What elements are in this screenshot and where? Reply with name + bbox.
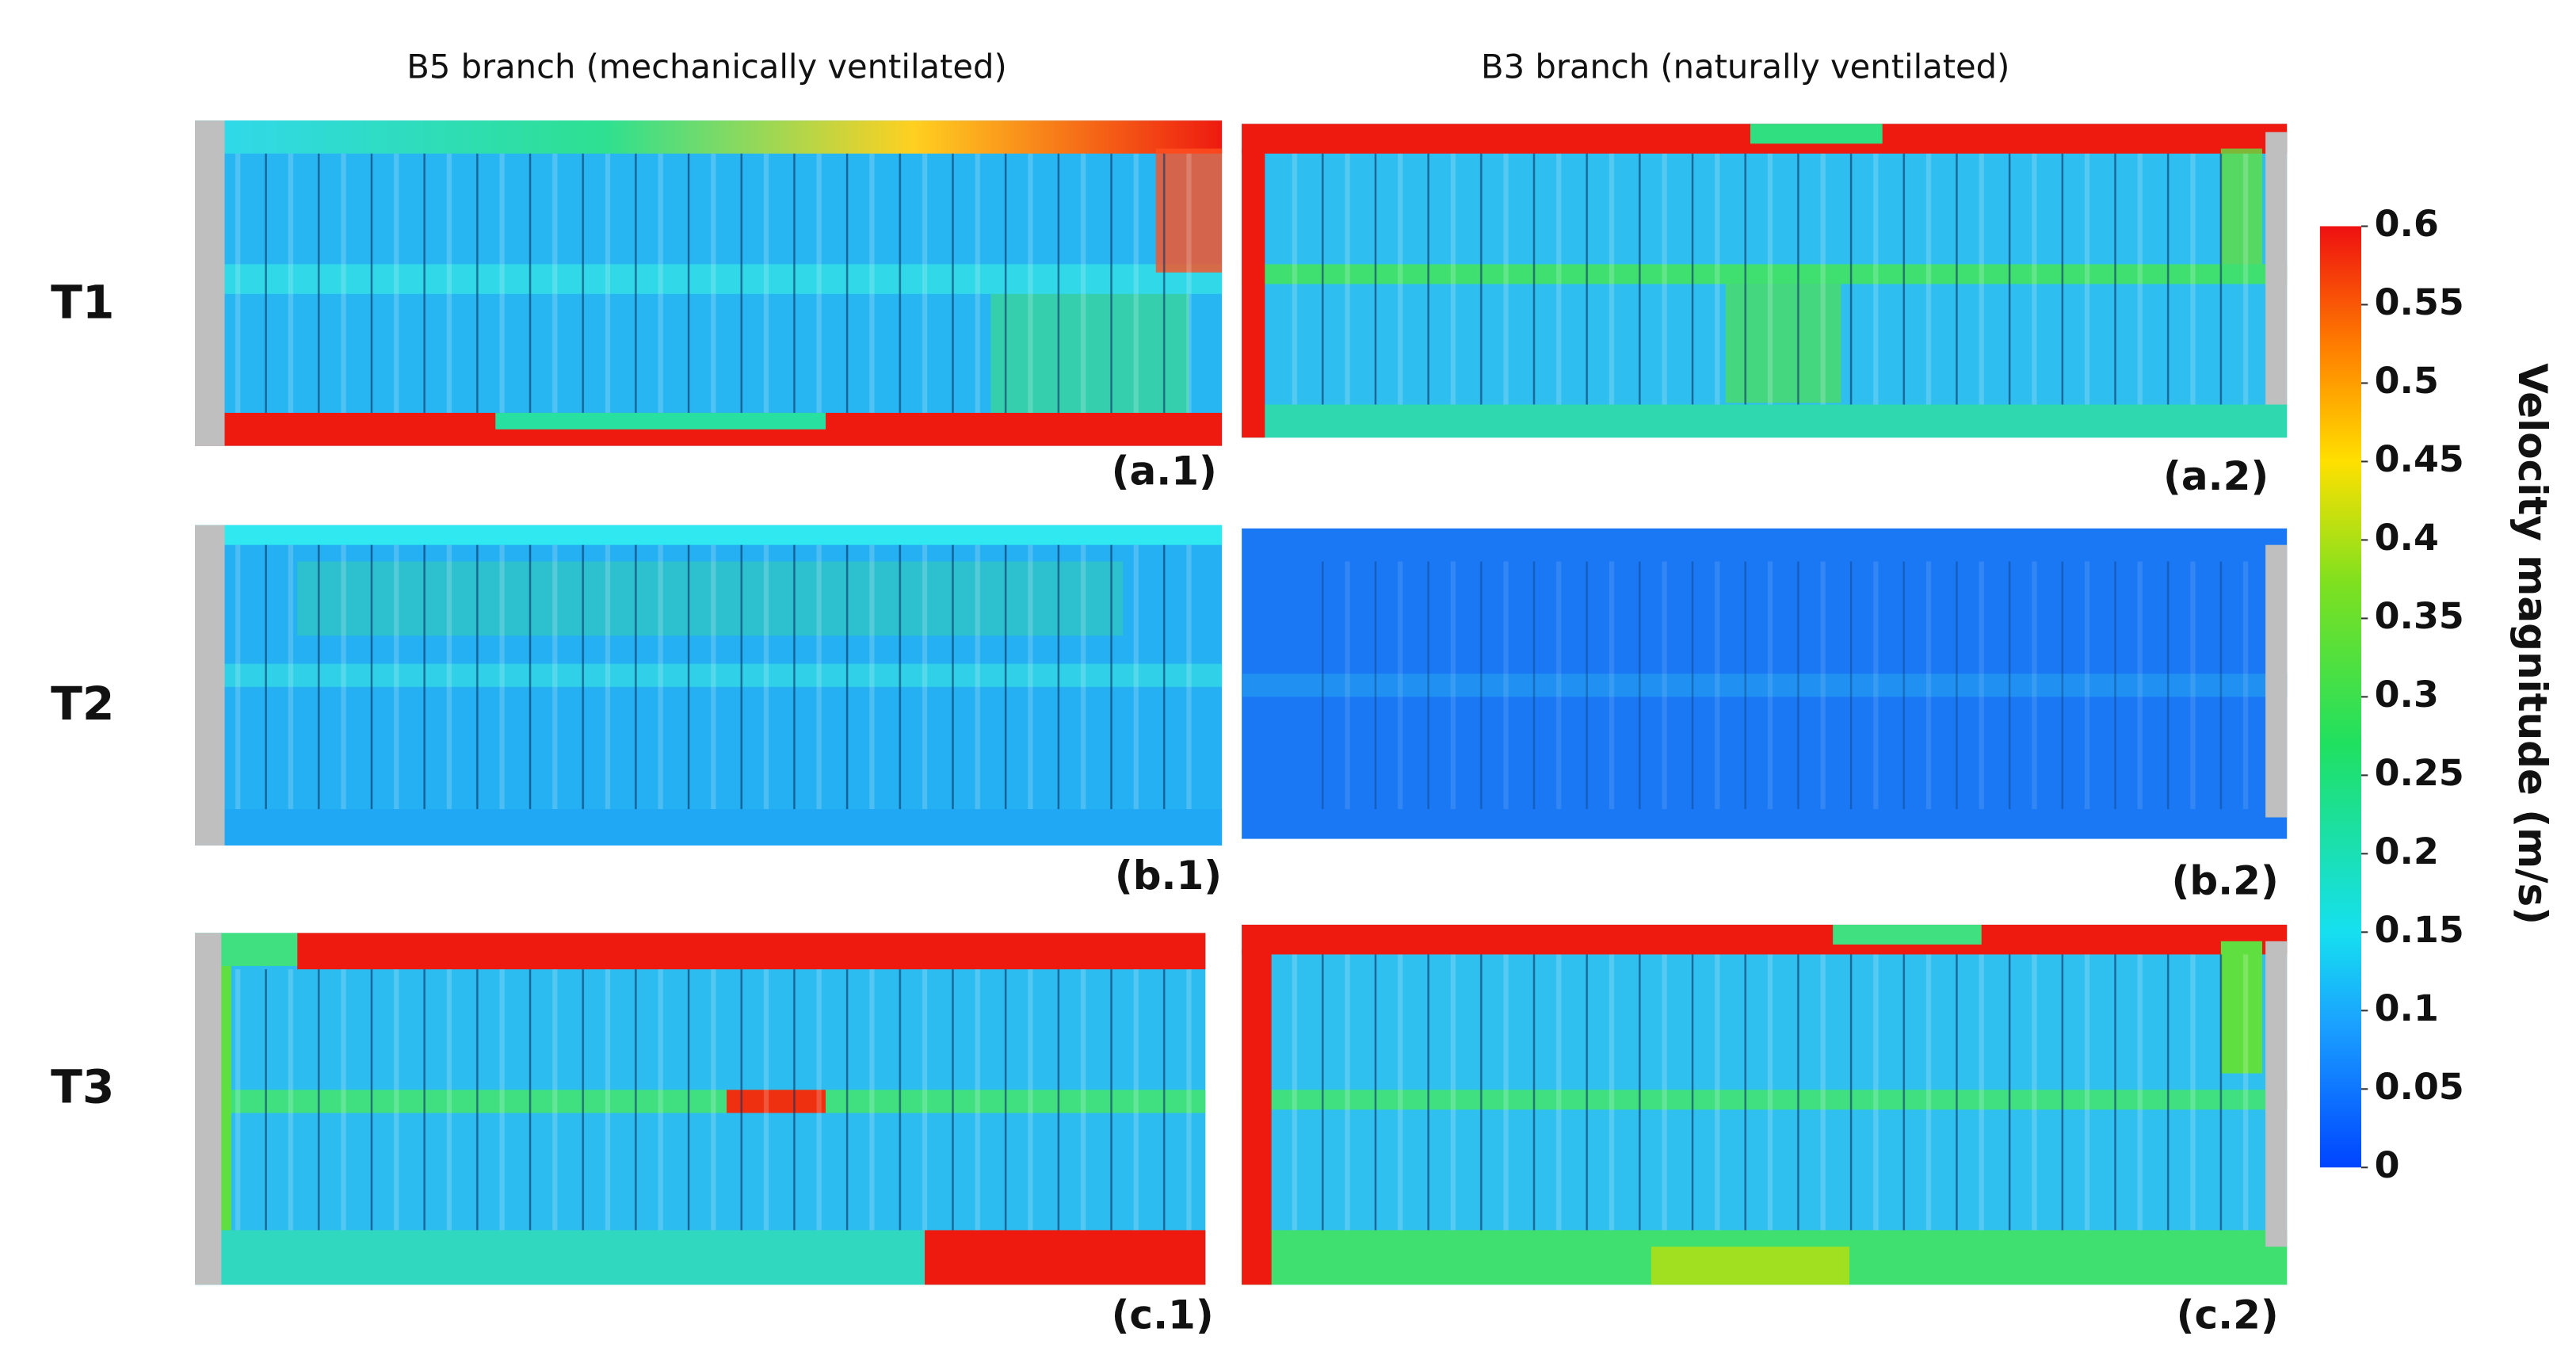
colorbar-tick-label: 0.5 bbox=[2375, 359, 2439, 402]
column-title: B5 branch (mechanically ventilated) bbox=[406, 48, 1006, 86]
colorbar-tick-label: 0.55 bbox=[2375, 281, 2464, 323]
panel-label: (b.1) bbox=[1115, 853, 1222, 899]
panel-label: (c.2) bbox=[2177, 1292, 2279, 1338]
colorbar-tick-label: 0 bbox=[2375, 1143, 2400, 1186]
column-title: B3 branch (naturally ventilated) bbox=[1481, 48, 2009, 86]
panel-label: (a.2) bbox=[2163, 453, 2269, 499]
row-label: T3 bbox=[51, 1059, 114, 1113]
colorbar-tick-label: 0.15 bbox=[2375, 908, 2464, 951]
colorbar-tick-label: 0.3 bbox=[2375, 673, 2439, 716]
colorbar bbox=[2319, 226, 2361, 1168]
contour-map bbox=[1242, 924, 2288, 1285]
colorbar-tick-label: 0.1 bbox=[2375, 987, 2439, 1029]
colorbar-tick-label: 0.25 bbox=[2375, 751, 2464, 794]
row-label: T1 bbox=[51, 276, 114, 330]
colorbar-tick-label: 0.6 bbox=[2375, 202, 2439, 245]
contour-map bbox=[1242, 528, 2288, 839]
contour-map bbox=[1242, 124, 2288, 438]
row-label: T2 bbox=[51, 677, 114, 731]
colorbar-tick-label: 0.05 bbox=[2375, 1065, 2464, 1108]
colorbar-tick-label: 0.4 bbox=[2375, 516, 2439, 559]
colorbar-tick-label: 0.2 bbox=[2375, 830, 2439, 872]
contour-map bbox=[194, 120, 1223, 446]
colorbar-tick-label: 0.45 bbox=[2375, 437, 2464, 480]
colorbar-label: Velocity magnitude (m/s) bbox=[2509, 363, 2555, 925]
panel-label: (a.1) bbox=[1112, 449, 1217, 494]
colorbar-tick-label: 0.35 bbox=[2375, 594, 2464, 637]
contour-map bbox=[194, 933, 1206, 1285]
panel-label: (b.2) bbox=[2172, 857, 2279, 903]
contour-map bbox=[194, 525, 1223, 846]
panel-label: (c.1) bbox=[1112, 1292, 1214, 1338]
